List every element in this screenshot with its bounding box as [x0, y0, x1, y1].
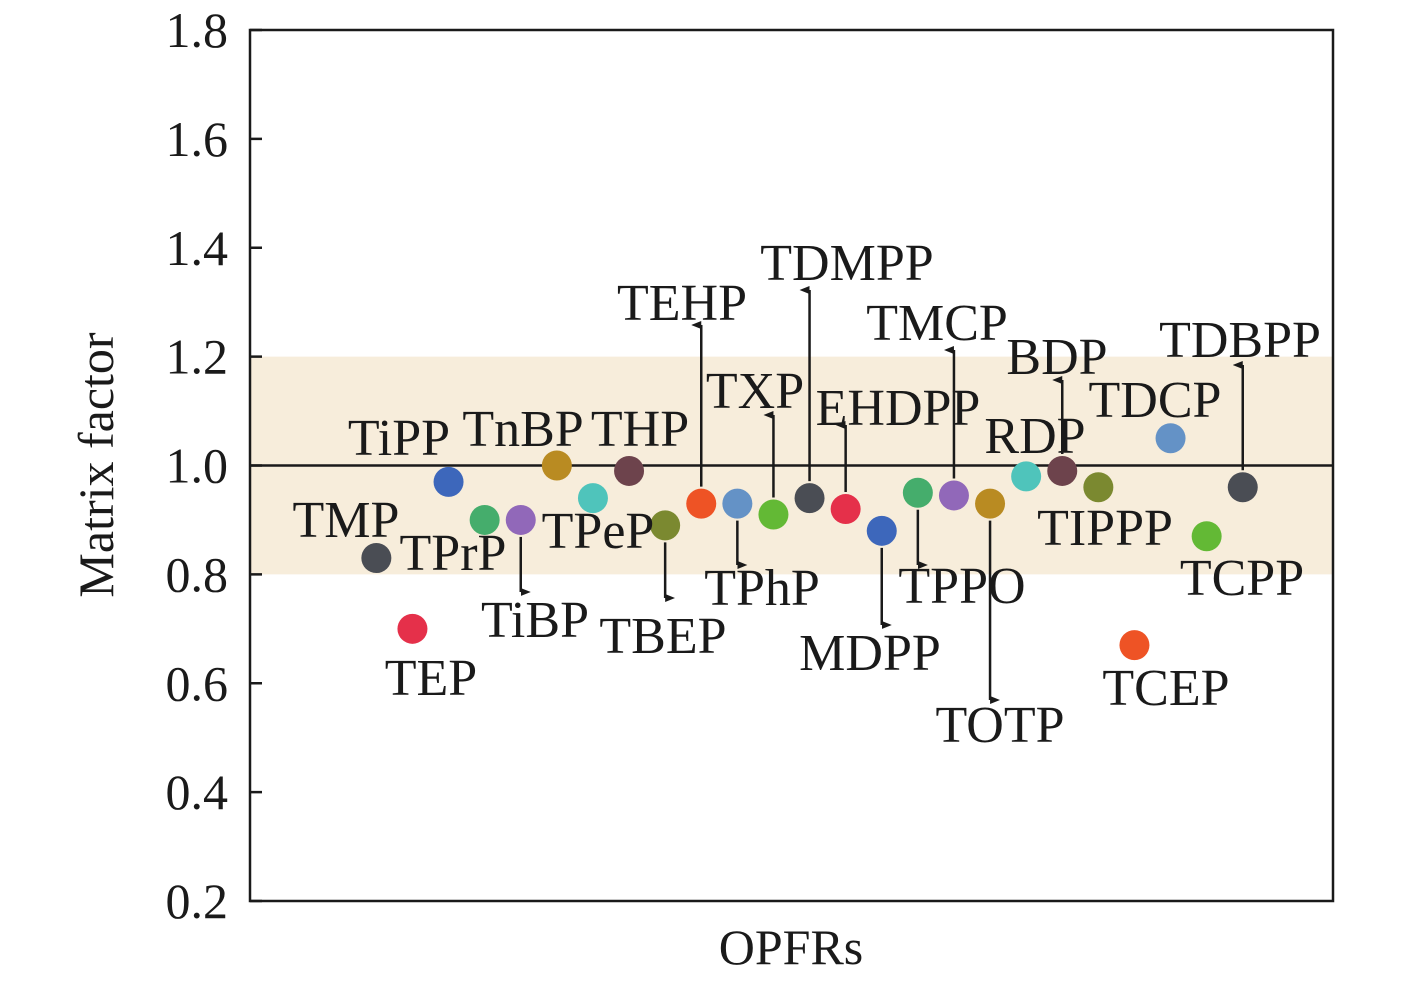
data-point-bdp — [1047, 455, 1078, 486]
y-tick-label: 0.6 — [166, 655, 229, 711]
data-point-tdmpp — [794, 483, 825, 514]
data-point-tnbp — [541, 450, 572, 481]
point-label-thp: THP — [591, 401, 689, 458]
data-point-totp — [975, 488, 1006, 519]
point-label-tphp: TPhP — [704, 560, 820, 617]
point-label-tcep: TCEP — [1102, 660, 1229, 717]
y-tick-label: 1.8 — [166, 2, 229, 58]
point-label-ehdpp: EHDPP — [816, 380, 981, 437]
data-point-tprp — [469, 504, 500, 535]
point-label-tprp: TPrP — [400, 525, 507, 582]
plot-frame — [248, 28, 1335, 903]
point-label-tdbpp: TDBPP — [1159, 312, 1321, 369]
point-label-totp: TOTP — [935, 697, 1064, 754]
data-point-tippp — [1083, 472, 1114, 503]
data-point-tibp — [505, 504, 536, 535]
point-label-tdcp: TDCP — [1089, 372, 1222, 429]
y-tick-label: 1.0 — [166, 438, 229, 494]
x-axis-label: OPFRs — [719, 919, 864, 975]
point-label-tipp: TiPP — [348, 410, 450, 467]
data-point-tipp — [433, 466, 464, 497]
point-label-tep: TEP — [385, 650, 477, 707]
data-point-tdbpp — [1227, 472, 1258, 503]
data-point-tcep — [1119, 630, 1150, 661]
y-tick-label: 1.6 — [166, 111, 229, 167]
data-point-tcpp — [1191, 521, 1222, 552]
y-axis-label: Matrix factor — [68, 332, 124, 598]
data-point-tbep — [650, 510, 681, 541]
point-label-txp: TXP — [706, 363, 804, 420]
data-point-tmp — [361, 543, 392, 574]
point-label-tppo: TPPO — [898, 558, 1025, 615]
point-label-tpep: TPeP — [542, 503, 655, 560]
data-point-thp — [614, 455, 645, 486]
y-tick-label: 0.8 — [166, 546, 229, 602]
point-label-tnbp: TnBP — [462, 401, 583, 458]
data-point-rdp — [1011, 461, 1042, 492]
data-point-ehdpp — [830, 494, 861, 525]
point-label-tcpp: TCPP — [1180, 550, 1304, 607]
data-point-tehp — [686, 488, 717, 519]
y-tick-label: 0.4 — [166, 764, 229, 820]
point-label-tbep: TBEP — [599, 608, 726, 665]
data-point-tmcp — [938, 480, 969, 511]
point-label-tibp: TiBP — [481, 592, 589, 649]
data-point-tdcp — [1155, 423, 1186, 454]
point-label-tippp: TIPPP — [1037, 500, 1173, 557]
data-point-mdpp — [866, 515, 897, 546]
point-label-tehp: TEHP — [617, 275, 747, 332]
data-point-tpep — [577, 483, 608, 514]
y-tick-label: 1.4 — [166, 220, 229, 276]
point-label-bdp: BDP — [1006, 329, 1107, 386]
point-label-tmp: TMP — [293, 492, 400, 549]
point-label-mdpp: MDPP — [799, 625, 941, 682]
data-point-tppo — [902, 477, 933, 508]
point-label-rdp: RDP — [984, 408, 1085, 465]
data-point-txp — [758, 499, 789, 530]
data-point-tphp — [722, 488, 753, 519]
point-label-tmcp: TMCP — [866, 295, 1008, 352]
data-point-tep — [397, 613, 428, 644]
y-tick-label: 1.2 — [166, 329, 229, 385]
y-tick-label: 0.2 — [166, 873, 229, 929]
point-label-tdmpp: TDMPP — [760, 235, 933, 292]
